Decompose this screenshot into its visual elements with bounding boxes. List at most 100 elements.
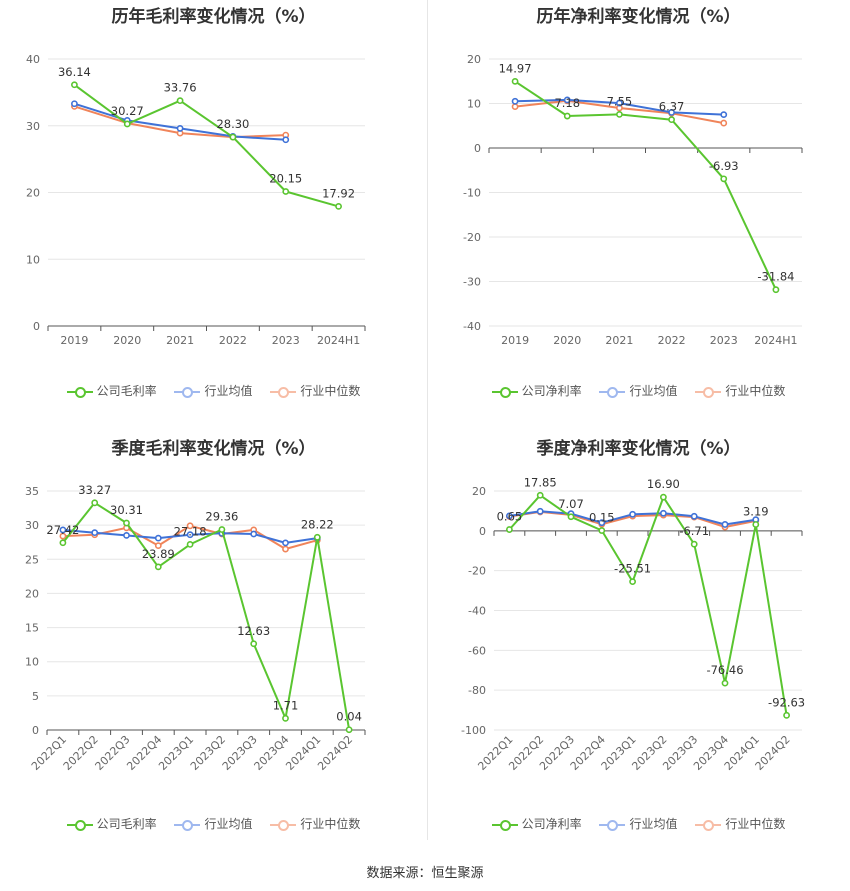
data-point[interactable] — [59, 526, 67, 534]
data-point[interactable] — [598, 519, 606, 527]
data-point[interactable] — [629, 510, 636, 518]
data-point[interactable] — [690, 512, 698, 520]
data-label: 3.19 — [743, 504, 769, 518]
data-point[interactable] — [313, 533, 321, 541]
data-point[interactable] — [783, 711, 790, 719]
annual-net-margin-chart: 历年净利率变化情况（%） -40 -30 -20 -10 0 10 20 2019 2020 20… — [427, 0, 850, 420]
data-point[interactable] — [218, 526, 226, 533]
data-point[interactable] — [154, 534, 162, 542]
legend-industry-avg[interactable]: 行业均值 — [174, 382, 253, 399]
y-tick-label: 30 — [25, 519, 39, 532]
legend-industry-median[interactable]: 行业中位数 — [695, 382, 785, 399]
legend-industry-median[interactable]: 行业中位数 — [270, 382, 360, 399]
data-point[interactable] — [563, 96, 571, 104]
data-point[interactable] — [154, 563, 162, 571]
data-point[interactable] — [616, 111, 623, 118]
legend-industry-median-label: 行业中位数 — [300, 384, 361, 398]
data-point[interactable] — [720, 175, 728, 183]
legend-company[interactable]: 公司毛利率 — [66, 815, 157, 832]
legend-company[interactable]: 公司净利率 — [491, 815, 582, 832]
legend-industry-median[interactable]: 行业中位数 — [270, 815, 360, 832]
data-point[interactable] — [598, 527, 606, 534]
y-tick-label: -40 — [468, 605, 486, 618]
chart-title: 历年净利率变化情况（%） — [536, 7, 741, 27]
data-label: -25.51 — [614, 562, 651, 576]
chart-canvas: 0 10 20 30 40 2019 2020 2021 2022 2023 2024H1 36.14… — [26, 53, 366, 347]
data-point[interactable] — [91, 499, 99, 507]
legend-industry-median-label: 行业中位数 — [300, 817, 361, 831]
data-point[interactable] — [59, 539, 67, 547]
data-point[interactable] — [563, 112, 571, 120]
data-point[interactable] — [506, 512, 513, 520]
legend-industry-avg-label: 行业均值 — [204, 384, 253, 398]
y-tick-label: 20 — [472, 485, 486, 498]
legend-industry-avg[interactable]: 行业均值 — [174, 815, 253, 832]
data-point[interactable] — [567, 513, 575, 521]
data-point[interactable] — [59, 532, 67, 540]
legend-industry-median-label: 行业中位数 — [725, 384, 786, 398]
data-point[interactable] — [629, 578, 636, 586]
legend-industry-avg[interactable]: 行业均值 — [599, 815, 678, 832]
legend-company[interactable]: 公司毛利率 — [66, 382, 157, 399]
data-point[interactable] — [229, 133, 237, 141]
data-point[interactable] — [772, 286, 780, 294]
data-point[interactable] — [721, 679, 729, 687]
data-label: 16.90 — [647, 477, 680, 491]
data-point[interactable] — [511, 77, 519, 85]
data-point[interactable] — [536, 507, 544, 515]
data-point[interactable] — [659, 493, 667, 501]
data-point[interactable] — [536, 491, 544, 499]
data-point[interactable] — [186, 531, 194, 539]
industry-avg-series — [59, 526, 321, 547]
data-point[interactable] — [282, 188, 290, 195]
data-point[interactable] — [71, 81, 78, 89]
legend-company[interactable]: 公司净利率 — [491, 382, 582, 399]
data-point[interactable] — [250, 640, 258, 648]
data-point[interactable] — [335, 202, 342, 210]
data-point[interactable] — [345, 726, 353, 734]
center-divider — [427, 0, 428, 840]
data-point[interactable] — [282, 539, 289, 547]
data-point[interactable] — [186, 522, 194, 530]
data-point[interactable] — [506, 526, 513, 533]
data-point[interactable] — [176, 97, 184, 105]
legend-industry-median[interactable]: 行业中位数 — [695, 815, 785, 832]
data-point[interactable] — [511, 97, 519, 105]
data-point[interactable] — [282, 714, 289, 722]
data-label: 12.63 — [237, 624, 270, 638]
legend-company-label: 公司毛利率 — [96, 384, 157, 398]
data-point[interactable] — [616, 99, 623, 107]
x-tick-label: 2022 — [219, 334, 247, 347]
data-point[interactable] — [282, 545, 289, 553]
data-point[interactable] — [690, 540, 698, 548]
y-tick-label: -100 — [461, 724, 486, 737]
chart-legend: 公司净利率 行业均值 行业中位数 — [427, 382, 850, 399]
legend-industry-avg[interactable]: 行业均值 — [599, 382, 678, 399]
data-label: -92.63 — [768, 695, 805, 709]
data-point[interactable] — [176, 125, 184, 132]
data-point[interactable] — [752, 521, 760, 528]
data-point[interactable] — [250, 530, 258, 538]
data-point[interactable] — [668, 109, 675, 116]
data-point[interactable] — [71, 100, 78, 108]
data-point[interactable] — [154, 542, 162, 550]
data-point[interactable] — [123, 531, 130, 539]
data-point[interactable] — [720, 119, 728, 127]
data-point[interactable] — [123, 120, 131, 128]
data-point[interactable] — [668, 116, 675, 124]
data-point[interactable] — [511, 103, 519, 111]
data-point[interactable] — [123, 519, 130, 527]
y-tick-label: -10 — [463, 187, 481, 200]
data-point[interactable] — [659, 509, 667, 517]
data-point[interactable] — [186, 540, 194, 548]
data-point[interactable] — [720, 111, 728, 119]
data-point[interactable] — [282, 136, 290, 144]
data-point[interactable] — [91, 529, 99, 537]
y-tick-label: 20 — [26, 187, 40, 200]
company-series: 0.65 17.857.07 0.15 -25.51 16.90 -6.71 -76.46 3… — [497, 475, 805, 719]
y-tick-label: 0 — [479, 525, 486, 538]
data-label: 17.85 — [524, 475, 557, 489]
data-label: 23.89 — [142, 547, 175, 561]
y-tick-label: 0 — [474, 142, 481, 155]
data-point[interactable] — [721, 521, 729, 528]
